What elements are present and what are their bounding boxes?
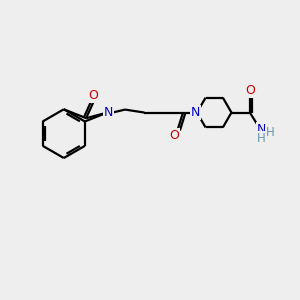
Text: H: H	[257, 132, 266, 145]
Text: N: N	[104, 106, 113, 119]
Text: H: H	[266, 126, 275, 139]
Text: O: O	[88, 89, 98, 102]
Text: O: O	[169, 129, 179, 142]
Text: N: N	[256, 123, 266, 136]
Text: N: N	[191, 106, 200, 119]
Text: O: O	[245, 84, 255, 97]
